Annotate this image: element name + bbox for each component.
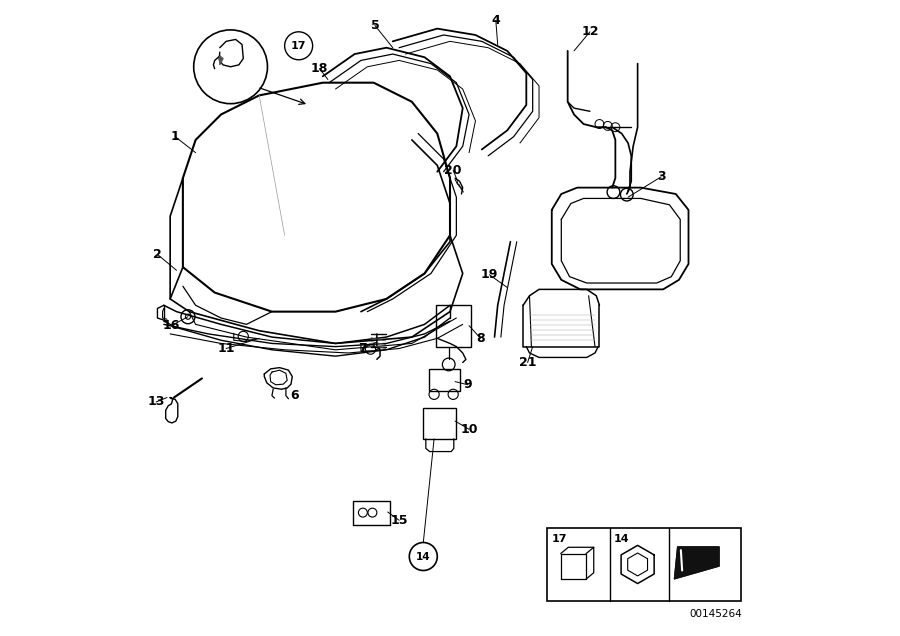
Text: 19: 19	[481, 268, 498, 281]
Text: 17: 17	[291, 41, 306, 51]
Text: 21: 21	[518, 356, 536, 369]
Text: 8: 8	[476, 332, 485, 345]
Bar	[353, 501, 390, 525]
Text: 7: 7	[358, 342, 366, 355]
Text: 18: 18	[310, 62, 328, 75]
Text: 11: 11	[218, 342, 235, 355]
Bar	[546, 528, 741, 601]
Bar	[436, 305, 471, 347]
Text: 15: 15	[391, 514, 408, 527]
Polygon shape	[674, 547, 719, 579]
Text: 00145264: 00145264	[689, 609, 742, 619]
Polygon shape	[220, 56, 223, 65]
Bar	[423, 408, 456, 439]
Text: 5: 5	[371, 19, 379, 32]
Text: 20: 20	[445, 164, 462, 177]
Text: 3: 3	[657, 170, 665, 183]
Text: 16: 16	[163, 319, 180, 332]
Text: 10: 10	[460, 423, 478, 436]
Text: 13: 13	[148, 396, 165, 408]
Text: 6: 6	[291, 389, 299, 402]
Text: 4: 4	[491, 14, 500, 27]
Text: 14: 14	[614, 534, 629, 544]
Text: 14: 14	[416, 551, 430, 562]
Text: 12: 12	[581, 25, 598, 38]
Text: 2: 2	[153, 248, 162, 261]
Text: 9: 9	[464, 378, 472, 391]
Text: 17: 17	[552, 534, 567, 544]
Bar	[429, 369, 460, 391]
Text: 1: 1	[171, 130, 180, 143]
